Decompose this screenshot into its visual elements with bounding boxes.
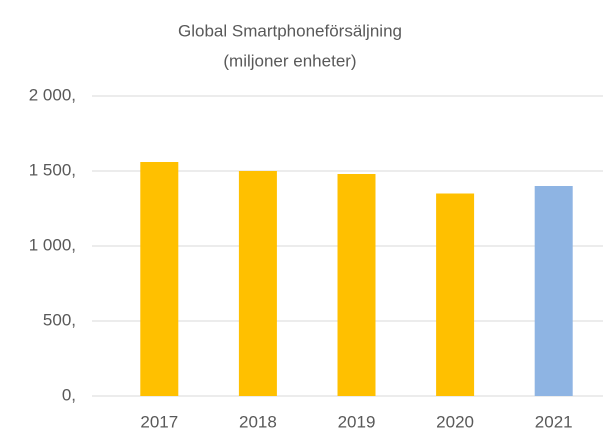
bar [140, 162, 179, 396]
x-tick-label: 2018 [239, 412, 277, 431]
y-tick-label: 2 000, [29, 85, 76, 104]
x-tick-label: 2021 [535, 412, 573, 431]
x-tick-label: 2019 [338, 412, 376, 431]
x-tick-label: 2017 [140, 412, 178, 431]
x-tick-label: 2020 [436, 412, 474, 431]
chart-subtitle: (miljoner enheter) [223, 51, 356, 70]
y-tick-label: 1 000, [29, 235, 76, 254]
y-tick-label: 1 500, [29, 160, 76, 179]
bar [436, 193, 475, 396]
y-tick-label: 0, [62, 385, 76, 404]
bar [534, 186, 573, 396]
chart-title: Global Smartphoneförsäljning [178, 21, 402, 40]
bar [337, 174, 376, 396]
y-tick-label: 500, [43, 310, 76, 329]
bar [238, 171, 277, 396]
